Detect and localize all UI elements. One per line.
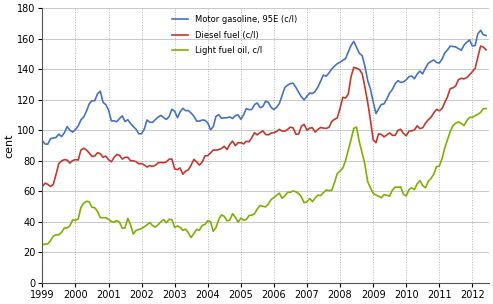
Line: Motor gasoline, 95E (c/l): Motor gasoline, 95E (c/l)	[42, 30, 486, 144]
Line: Light fuel oil, c/l: Light fuel oil, c/l	[42, 109, 486, 245]
Y-axis label: cent: cent	[4, 133, 14, 158]
Line: Diesel fuel (c/l): Diesel fuel (c/l)	[42, 46, 486, 186]
Legend: Motor gasoline, 95E (c/l), Diesel fuel (c/l), Light fuel oil, c/l: Motor gasoline, 95E (c/l), Diesel fuel (…	[172, 15, 297, 55]
